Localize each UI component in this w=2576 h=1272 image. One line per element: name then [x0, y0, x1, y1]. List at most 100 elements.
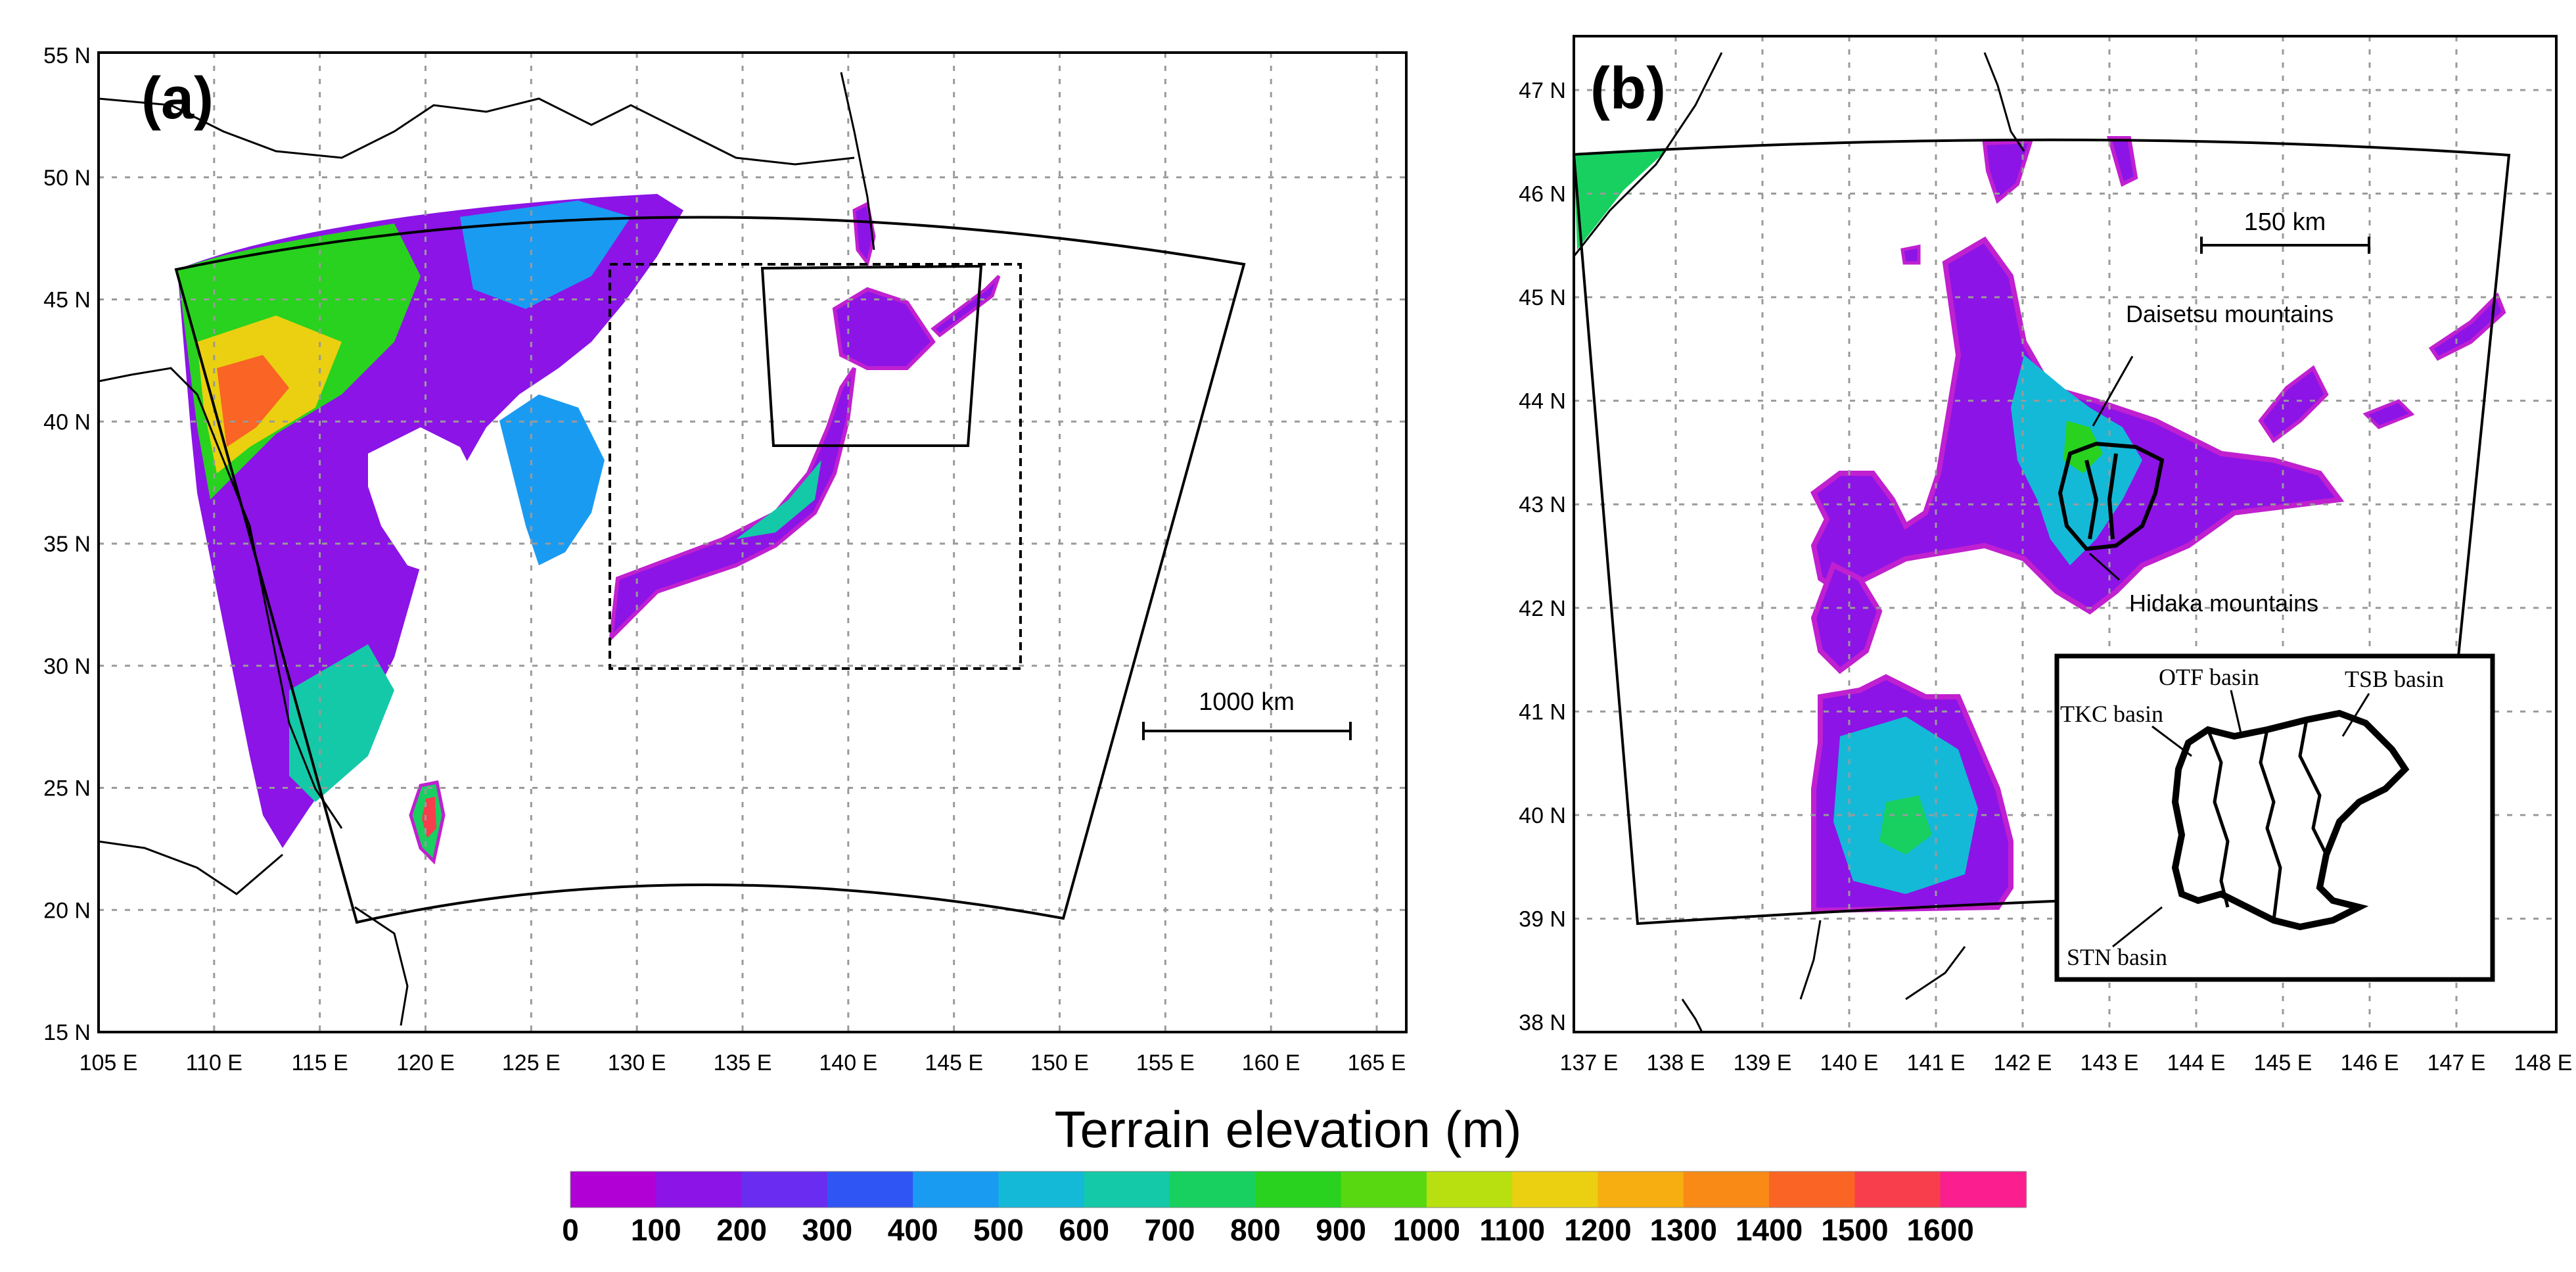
colorbar-swatch — [741, 1171, 828, 1208]
inset-stn-label: STN basin — [2067, 944, 2167, 970]
colorbar-swatch — [1769, 1171, 1856, 1208]
colorbar-swatch — [913, 1171, 1000, 1208]
colorbar-tick-label: 100 — [631, 1213, 681, 1247]
terrain-north-blue — [460, 200, 631, 309]
inset-basins-outline — [2171, 709, 2410, 931]
panel-b-label: (b) — [1590, 56, 1666, 122]
lat-label-b: 44 N — [1519, 389, 1566, 414]
colorbar-tick-label: 900 — [1316, 1213, 1366, 1247]
lon-label-b: 138 E — [1647, 1050, 1705, 1075]
lon-label-b: 141 E — [1907, 1050, 1966, 1075]
hidaka-leader — [2089, 552, 2120, 581]
colorbar-tick-label: 1600 — [1907, 1213, 1974, 1247]
colorbar-swatch — [1426, 1171, 1513, 1208]
inset-basin-divides — [2206, 719, 2328, 921]
terrain-japan — [609, 367, 856, 644]
terrain-hokkaido-a — [832, 287, 936, 370]
domain-b — [1572, 138, 2511, 926]
lon-label-b: 140 E — [1820, 1050, 1879, 1075]
panel-b-map: (b) 47 N 46 N 45 N 44 N 43 N 42 N 41 N 40 N 39 N… — [1519, 35, 2573, 1075]
terrain-korea — [499, 394, 605, 565]
terrain-a — [177, 194, 1001, 865]
daisetsu-leader — [2092, 356, 2134, 427]
terrain-west-peak — [217, 355, 289, 447]
lon-label-a: 140 E — [819, 1050, 877, 1075]
colorbar-tick-label: 700 — [1145, 1213, 1195, 1247]
daisetsu-label: Daisetsu mountains — [2126, 300, 2334, 327]
terrain-southwest-peninsula — [1810, 561, 1883, 674]
lon-label-b: 143 E — [2081, 1050, 2139, 1075]
sea-bohai-yellow — [368, 427, 513, 592]
terrain-kurils — [931, 275, 1001, 338]
lat-labels-b: 47 N 46 N 45 N 44 N 43 N 42 N 41 N 40 N 39 N 38 N — [1519, 78, 1566, 1035]
lat-label-b: 46 N — [1519, 182, 1566, 207]
terrain-shiretoko — [2258, 365, 2329, 444]
colorbar-swatch — [570, 1171, 657, 1208]
lat-label-a: 25 N — [43, 776, 91, 801]
colorbar-swatch — [1940, 1171, 2027, 1208]
lon-label-b: 148 E — [2514, 1050, 2573, 1075]
basins-b — [2058, 441, 2165, 552]
scale-bar-b-label: 150 km — [2244, 208, 2326, 236]
terrain-sakhalin — [852, 201, 876, 267]
inset-stn-leader — [2112, 906, 2163, 948]
lon-label-a: 145 E — [925, 1050, 983, 1075]
colorbar-tick-label: 1300 — [1650, 1213, 1717, 1247]
lon-label-a: 110 E — [186, 1050, 242, 1075]
lat-label-b: 45 N — [1519, 285, 1566, 310]
inset-otf-label: OTF basin — [2159, 664, 2259, 690]
colorbar-swatch — [1598, 1171, 1684, 1208]
inset-tsb-label: TSB basin — [2345, 666, 2444, 692]
colorbar-tick-label: 600 — [1059, 1213, 1109, 1247]
colorbar-swatch — [1170, 1171, 1256, 1208]
colorbar-swatch — [1255, 1171, 1342, 1208]
inset-frame — [2054, 653, 2495, 982]
lat-label-a: 15 N — [43, 1020, 91, 1045]
colorbar-swatches — [570, 1171, 2027, 1208]
terrain-b — [1574, 136, 2506, 914]
colorbar-swatch — [1084, 1171, 1171, 1208]
terrain-south-green — [289, 644, 394, 802]
lat-label-a: 35 N — [43, 532, 91, 557]
lat-label-a: 50 N — [43, 166, 91, 191]
lon-label-b: 146 E — [2341, 1050, 2399, 1075]
inset-tsb-leader — [2341, 693, 2370, 737]
hidaka-label: Hidaka mountains — [2129, 590, 2318, 617]
colorbar-tick-label: 1000 — [1393, 1213, 1460, 1247]
colorbar-tick-label: 500 — [973, 1213, 1024, 1247]
terrain-rishiri — [1900, 244, 1921, 265]
lon-labels-a: 105 E 110 E 115 E 120 E 125 E 130 E 135 E 140 E… — [80, 1050, 1406, 1075]
colorbar-tick-label: 800 — [1230, 1213, 1281, 1247]
lat-label-b: 38 N — [1519, 1010, 1566, 1035]
lat-label-b: 47 N — [1519, 78, 1566, 103]
colorbar-swatch — [998, 1171, 1085, 1208]
colorbar-title: Terrain elevation (m) — [1055, 1100, 1522, 1158]
scale-bar-a: 1000 km — [1142, 688, 1352, 740]
lon-label-b: 144 E — [2167, 1050, 2226, 1075]
terrain-tohoku-green — [1879, 795, 1932, 855]
panel-a-map: (a) 55 N 50 N 45 N 40 N 35 N 30 N 25 N 20 N 15 N… — [43, 43, 1408, 1075]
lon-label-a: 165 E — [1348, 1050, 1406, 1075]
colorbar-swatch — [1512, 1171, 1599, 1208]
panel-a-label: (a) — [141, 66, 214, 131]
colorbar-frame — [570, 1171, 2027, 1208]
inset-tkc-leader — [2151, 725, 2192, 757]
lat-label-b: 43 N — [1519, 492, 1566, 517]
colorbar-tick-labels: 0 100 200 300 400 500 600 700 800 900 1000 1100 1200… — [562, 1213, 1974, 1247]
colorbar-tick-label: 0 — [562, 1213, 579, 1247]
lat-label-a: 30 N — [43, 654, 91, 679]
terrain-japan-high — [736, 460, 821, 539]
lon-label-a: 135 E — [714, 1050, 772, 1075]
lat-label-b: 42 N — [1519, 596, 1566, 621]
lon-label-b: 142 E — [1994, 1050, 2052, 1075]
coastlines-b — [1573, 52, 2025, 1033]
lon-label-a: 120 E — [396, 1050, 455, 1075]
lat-label-b: 39 N — [1519, 907, 1566, 931]
lon-label-a: 115 E — [292, 1050, 348, 1075]
lat-labels-a: 55 N 50 N 45 N 40 N 35 N 30 N 25 N 20 N 15 N — [43, 43, 91, 1045]
basin-inset: OTF basin TSB basin TKC basin STN basin — [2054, 653, 2495, 982]
coastlines-a — [98, 72, 875, 1026]
lon-label-b: 139 E — [1734, 1050, 1792, 1075]
colorbar-swatch — [1683, 1171, 1770, 1208]
